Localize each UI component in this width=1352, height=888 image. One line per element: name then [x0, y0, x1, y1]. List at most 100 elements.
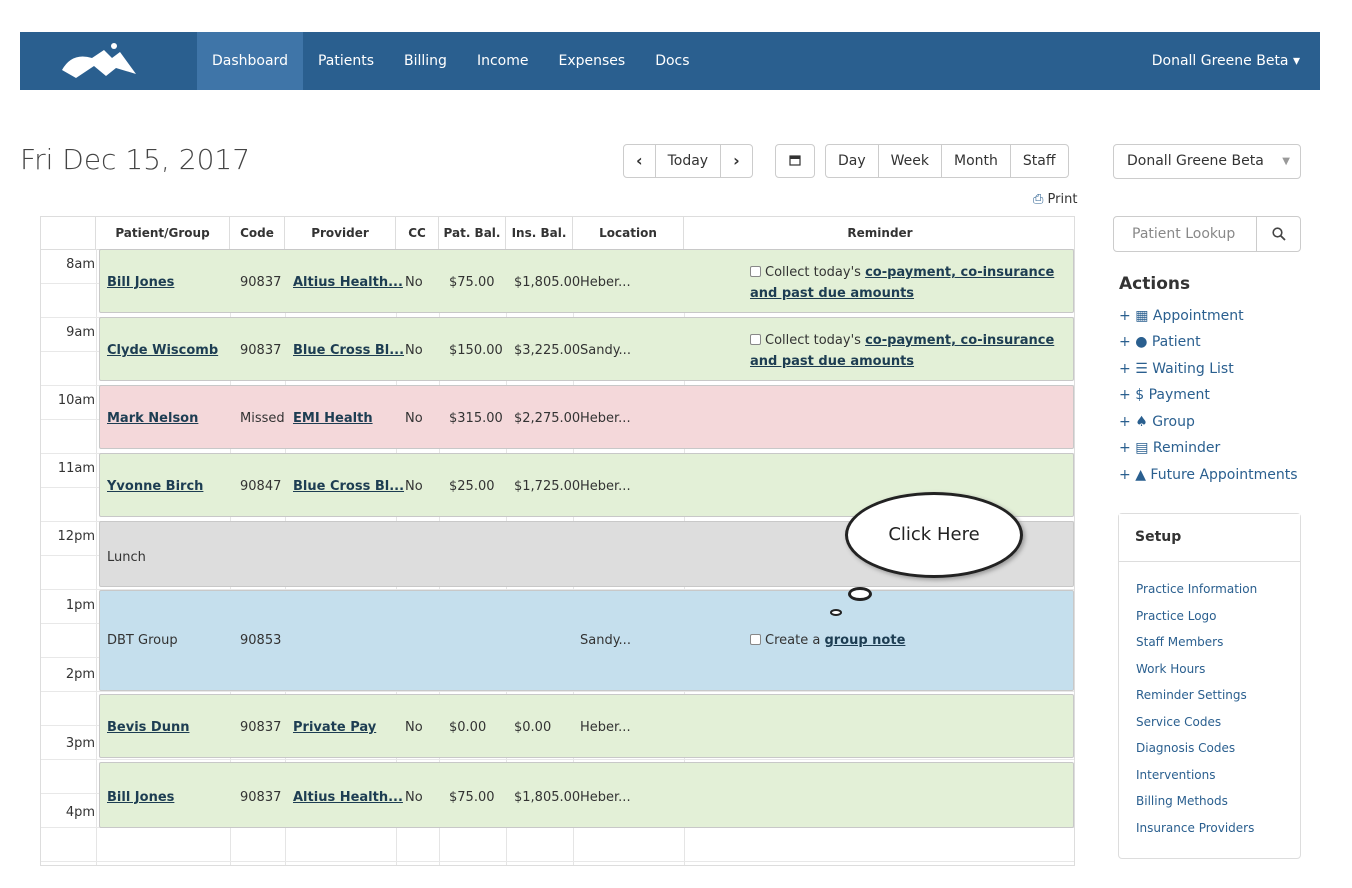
- print-link[interactable]: ⎙ Print: [1033, 192, 1077, 207]
- provider-link[interactable]: Private Pay: [293, 720, 377, 735]
- ins-bal-value: $1,805.00: [514, 790, 581, 805]
- setup-link[interactable]: Staff Members: [1136, 635, 1224, 649]
- setup-link[interactable]: Practice Information: [1136, 582, 1258, 596]
- search-button[interactable]: [1256, 217, 1300, 251]
- click-here-callout: Click Here: [845, 492, 1023, 578]
- appointment-block[interactable]: Bill Jones 90837 Altius Health... No $75…: [99, 249, 1074, 313]
- setup-panel: Setup Practice Information Practice Logo…: [1118, 513, 1301, 859]
- cc-value: No: [405, 790, 423, 805]
- patient-link[interactable]: Mark Nelson: [107, 411, 199, 426]
- provider-link[interactable]: Altius Health...: [293, 790, 403, 805]
- appointment-block[interactable]: Clyde Wiscomb 90837 Blue Cross Bl... No …: [99, 317, 1074, 381]
- prev-button[interactable]: ‹: [623, 144, 656, 178]
- date-nav-group: ‹ Today ›: [623, 144, 753, 178]
- time-label: 1pm: [65, 598, 95, 613]
- setup-link[interactable]: Diagnosis Codes: [1136, 741, 1236, 755]
- calendar-icon: ▦: [1135, 308, 1149, 324]
- nav-dashboard[interactable]: Dashboard: [197, 32, 303, 90]
- setup-link[interactable]: Billing Methods: [1136, 794, 1228, 808]
- today-button[interactable]: Today: [654, 144, 722, 178]
- pat-bal-value: $315.00: [449, 411, 503, 426]
- action-appointment[interactable]: + ▦ Appointment: [1119, 308, 1244, 324]
- action-patient[interactable]: + ● Patient: [1119, 334, 1201, 350]
- staff-select[interactable]: Donall Greene Beta ▼: [1113, 144, 1301, 179]
- header-reminder: Reminder: [847, 226, 913, 240]
- patient-link[interactable]: Yvonne Birch: [107, 479, 204, 494]
- provider-link[interactable]: Blue Cross Bl...: [293, 479, 405, 494]
- nav-billing[interactable]: Billing: [404, 53, 447, 69]
- view-week-button[interactable]: Week: [877, 144, 943, 178]
- header-time: [41, 217, 96, 249]
- header-pat-bal: Pat. Bal.: [439, 217, 506, 249]
- appointment-block[interactable]: Mark Nelson Missed EMI Health No $315.00…: [99, 385, 1074, 449]
- location-value: Heber...: [580, 790, 631, 805]
- callout-tail: [848, 587, 872, 601]
- setup-heading: Setup: [1119, 514, 1300, 562]
- action-waiting-list[interactable]: + ☰ Waiting List: [1119, 361, 1234, 377]
- provider-link[interactable]: EMI Health: [293, 411, 373, 426]
- group-name: DBT Group: [107, 633, 178, 648]
- group-note-link[interactable]: group note: [824, 633, 906, 648]
- time-label: 2pm: [65, 667, 95, 682]
- reminder-checkbox[interactable]: [750, 334, 761, 345]
- calendar-icon[interactable]: [775, 144, 815, 178]
- setup-link[interactable]: Work Hours: [1136, 662, 1206, 676]
- print-label: Print: [1047, 192, 1078, 207]
- provider-link[interactable]: Blue Cross Bl...: [293, 343, 405, 358]
- list-icon: ☰: [1135, 361, 1148, 377]
- staff-select-value: Donall Greene Beta: [1127, 153, 1264, 169]
- nav-docs[interactable]: Docs: [655, 53, 690, 69]
- reminder-link[interactable]: co-payment, co-insurance and past due am…: [750, 265, 1055, 301]
- setup-link[interactable]: Insurance Providers: [1136, 821, 1255, 835]
- pat-bal-value: $0.00: [449, 720, 487, 735]
- setup-link[interactable]: Interventions: [1136, 768, 1216, 782]
- actions-heading: Actions: [1119, 274, 1191, 294]
- action-group[interactable]: + ♠ Group: [1119, 414, 1195, 430]
- pat-bal-value: $150.00: [449, 343, 503, 358]
- view-staff-button[interactable]: Staff: [1009, 144, 1069, 178]
- reminder-checkbox[interactable]: [750, 266, 761, 277]
- user-menu[interactable]: Donall Greene Beta ▾: [1151, 53, 1300, 69]
- service-code: 90837: [240, 275, 282, 290]
- provider-link[interactable]: Altius Health...: [293, 275, 403, 290]
- setup-link[interactable]: Reminder Settings: [1136, 688, 1247, 702]
- service-code: 90847: [240, 479, 282, 494]
- header-location: Location: [573, 217, 684, 249]
- service-code: 90837: [240, 720, 282, 735]
- reminder-checkbox[interactable]: [750, 634, 761, 645]
- patient-link[interactable]: Bill Jones: [107, 275, 175, 290]
- action-reminder[interactable]: + ▤ Reminder: [1119, 440, 1221, 456]
- view-day-button[interactable]: Day: [825, 144, 879, 178]
- group-appointment-block[interactable]: DBT Group 90853 Sandy... Create a group …: [99, 590, 1074, 691]
- setup-link[interactable]: Service Codes: [1136, 715, 1222, 729]
- page-title: Fri Dec 15, 2017: [20, 143, 251, 176]
- patient-link[interactable]: Bill Jones: [107, 790, 175, 805]
- appointment-block[interactable]: Bevis Dunn 90837 Private Pay No $0.00 $0…: [99, 694, 1074, 758]
- view-month-button[interactable]: Month: [941, 144, 1011, 178]
- action-payment[interactable]: + $ Payment: [1119, 387, 1210, 403]
- appointment-block[interactable]: Bill Jones 90837 Altius Health... No $75…: [99, 762, 1074, 828]
- printer-icon: ⎙: [1033, 192, 1044, 207]
- datepicker-group: [775, 144, 815, 178]
- nav-patients[interactable]: Patients: [317, 53, 375, 69]
- user-icon: ●: [1135, 334, 1148, 350]
- service-code: 90853: [240, 633, 282, 648]
- next-button[interactable]: ›: [720, 144, 753, 178]
- reminder-icon: ▤: [1135, 440, 1149, 456]
- logo-icon[interactable]: [58, 40, 140, 82]
- action-future-appointments[interactable]: + ▲ Future Appointments: [1119, 467, 1298, 483]
- view-switcher: Day Week Month Staff: [825, 144, 1069, 178]
- patient-link[interactable]: Clyde Wiscomb: [107, 343, 219, 358]
- nav-income[interactable]: Income: [476, 53, 529, 69]
- nav-expenses[interactable]: Expenses: [558, 53, 626, 69]
- dollar-icon: $: [1135, 387, 1145, 403]
- setup-link[interactable]: Practice Logo: [1136, 609, 1217, 623]
- patient-lookup-input[interactable]: Patient Lookup: [1132, 226, 1236, 242]
- time-label: 10am: [57, 393, 95, 408]
- service-code: 90837: [240, 790, 282, 805]
- search-icon: [1271, 227, 1286, 241]
- time-label: 8am: [66, 257, 95, 272]
- patient-link[interactable]: Bevis Dunn: [107, 720, 190, 735]
- reminder-link[interactable]: co-payment, co-insurance and past due am…: [750, 333, 1055, 369]
- location-value: Heber...: [580, 479, 631, 494]
